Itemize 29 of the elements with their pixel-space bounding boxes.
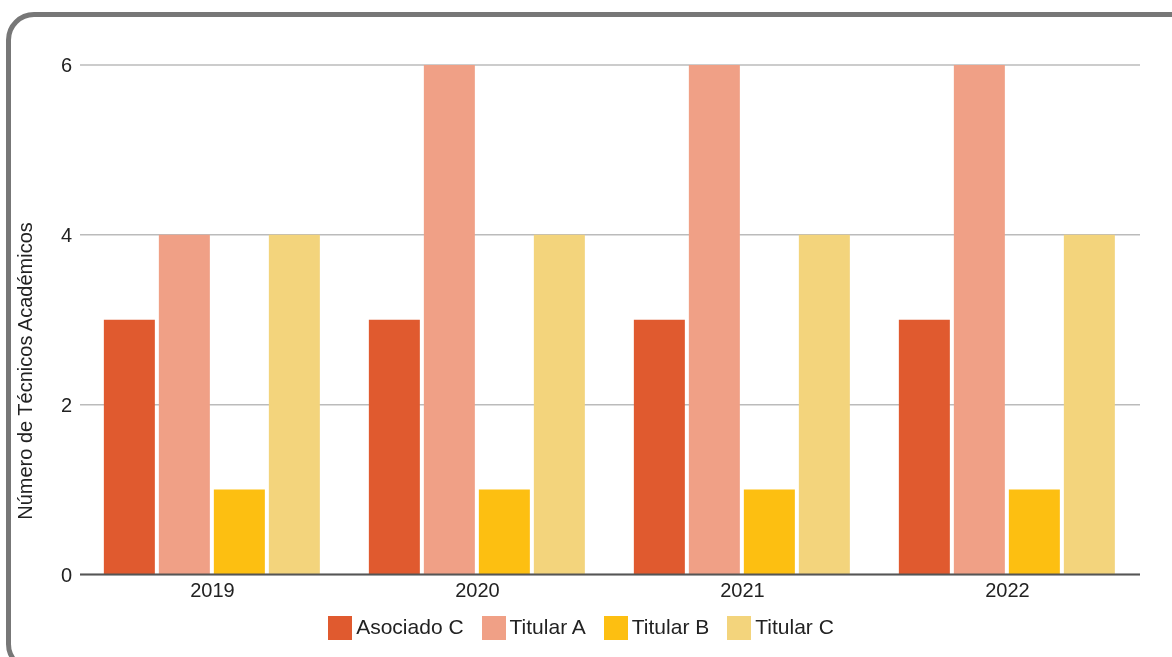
bar	[423, 65, 475, 575]
bar	[368, 319, 420, 575]
x-tick-label: 2019	[190, 578, 235, 601]
y-tick-label: 4	[60, 223, 72, 246]
x-tick-label: 2022	[985, 578, 1030, 601]
legend-label: Titular B	[631, 614, 710, 638]
legend-label: Titular A	[509, 614, 586, 638]
y-axis-title: Número de Técnicos Académicos	[14, 222, 37, 520]
x-tick-label: 2020	[455, 578, 500, 601]
bar	[158, 234, 210, 575]
bar	[688, 65, 740, 575]
bar	[533, 234, 585, 575]
legend-label: Asociado C	[356, 614, 464, 638]
bar	[1063, 234, 1115, 575]
bar	[633, 319, 685, 575]
legend-label: Titular C	[755, 614, 834, 638]
x-tick-label: 2021	[720, 578, 765, 601]
bar	[103, 319, 155, 575]
bar	[213, 489, 265, 575]
bar	[953, 65, 1005, 575]
bar	[1008, 489, 1060, 575]
bar	[743, 489, 795, 575]
y-tick-label: 0	[60, 563, 72, 586]
bar	[898, 319, 950, 575]
bar	[478, 489, 530, 575]
bar	[268, 234, 320, 575]
y-tick-label: 2	[60, 393, 72, 416]
y-tick-label: 6	[60, 54, 72, 77]
bar	[798, 234, 850, 575]
